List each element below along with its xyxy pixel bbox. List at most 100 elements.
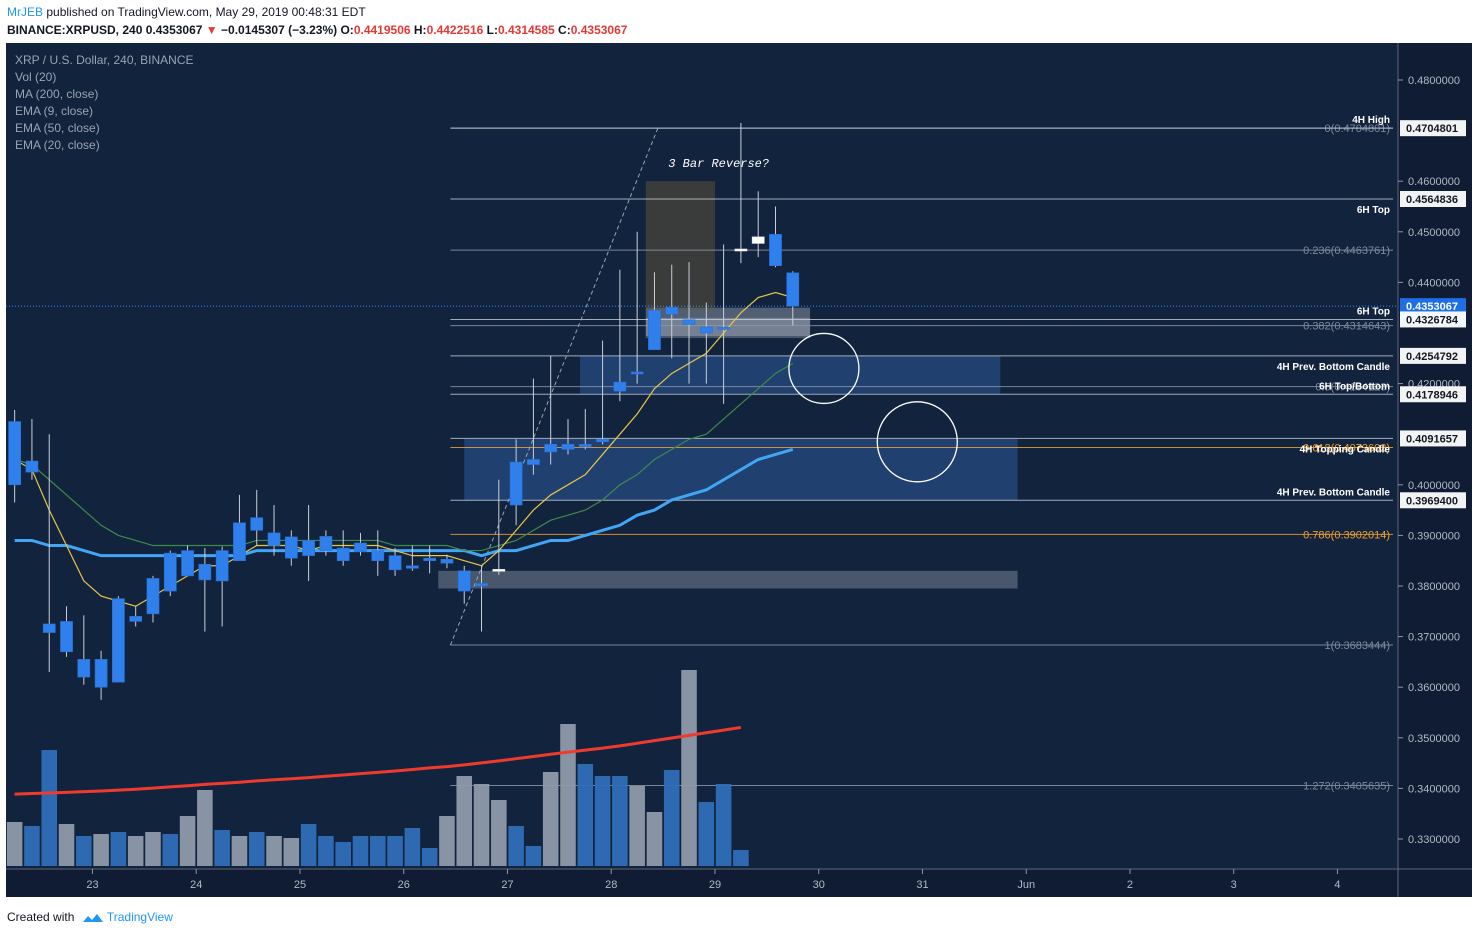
zone-light-bottom: [438, 570, 1018, 589]
price-change: −0.0145307 (−3.23%): [221, 23, 338, 37]
down-arrow-icon: ▼: [205, 23, 218, 37]
volume-bar: [663, 770, 680, 866]
candle-body: [596, 438, 609, 443]
candle-body: [527, 459, 540, 465]
publish-header: MrJEB published on TradingView.com, May …: [0, 0, 1478, 42]
x-tick-label: 27: [501, 879, 513, 891]
close-value: 0.4353067: [570, 23, 628, 37]
y-tick-label: 0.4800000: [1408, 75, 1460, 87]
price-badge-bg: [1400, 120, 1466, 137]
price-badge-bg: [1400, 347, 1466, 364]
candle-body: [60, 621, 73, 653]
zone-blue-upper: [580, 355, 1001, 394]
x-tick-label: 3: [1231, 879, 1237, 891]
volume-bar: [491, 800, 507, 866]
y-tick-label: 0.4000000: [1408, 480, 1460, 492]
published-text: published on TradingView.com, May 29, 20…: [46, 5, 366, 19]
candle-body: [198, 563, 212, 581]
candle-body: [129, 616, 143, 622]
level-label-2: 6H Top: [1357, 306, 1390, 317]
candle-body: [8, 421, 21, 486]
close-label: C:: [558, 23, 571, 37]
legend-volume: Vol (20): [15, 70, 57, 84]
volume-bar: [525, 846, 542, 866]
volume-bar: [162, 834, 179, 866]
volume-bar: [58, 824, 75, 866]
fib-label-6: 1(0.3683444): [1325, 640, 1390, 652]
price-badge-bg: [1400, 386, 1466, 403]
volume-bar: [93, 834, 109, 866]
volume-bar: [542, 772, 559, 866]
volume-bar: [421, 848, 438, 866]
created-with: Created with TradingView: [7, 910, 173, 924]
candle-body: [146, 578, 160, 615]
candle-body: [354, 542, 367, 552]
candle-body: [181, 550, 194, 577]
volume-bar: [283, 838, 300, 866]
fib-label-0: 0(0.4704801): [1325, 123, 1390, 135]
y-tick-label: 0.3400000: [1408, 783, 1460, 795]
candle-body: [648, 309, 661, 350]
candle-body: [42, 623, 56, 633]
volume-bar: [110, 832, 127, 866]
author-link[interactable]: MrJEB: [7, 5, 43, 19]
volume-bar: [145, 832, 161, 866]
volume-bar: [629, 786, 645, 866]
price-badge-label: 0.4254792: [1406, 351, 1458, 363]
volume-bar: [6, 822, 23, 866]
candle-body: [94, 659, 108, 688]
price-badge-bg: [1400, 311, 1466, 328]
volume-bar: [733, 850, 749, 866]
volume-bar: [318, 836, 334, 866]
candle-body: [578, 444, 592, 448]
volume-bar: [248, 832, 265, 866]
tradingview-brand[interactable]: TradingView: [106, 910, 173, 924]
candle-body: [25, 460, 39, 473]
candle-body: [717, 327, 730, 330]
y-tick-label: 0.3600000: [1408, 682, 1460, 694]
candle-body: [319, 536, 333, 551]
volume-bar: [197, 790, 213, 866]
y-tick-label: 0.3700000: [1408, 632, 1460, 644]
x-tick-label: 25: [294, 879, 306, 891]
candle-body: [475, 583, 488, 587]
footer: Created with TradingView: [0, 897, 1478, 934]
candle-body: [423, 557, 437, 561]
candle-body: [371, 550, 385, 561]
candle-body: [440, 558, 454, 564]
candle-body: [630, 371, 644, 375]
volume-bar: [646, 812, 663, 866]
volume-bar: [335, 842, 351, 866]
x-tick-label: 31: [916, 879, 928, 891]
candle-body: [215, 550, 229, 582]
price-badge-label: 0.4178946: [1406, 389, 1458, 401]
low-value: 0.4314585: [497, 23, 555, 37]
volume-bar: [404, 828, 421, 866]
volume-bar: [594, 776, 611, 866]
volume-bar: [300, 824, 317, 866]
price-chart[interactable]: 0(0.4704801) 0.236(0.4463761) 0.382(0.4314…: [6, 43, 1472, 897]
candle-body: [786, 272, 800, 307]
volume-bar: [266, 836, 282, 866]
fib-label-4: 0.618(0.4073602): [1303, 443, 1390, 455]
candle-body: [509, 461, 523, 506]
volume-bar: [387, 836, 403, 866]
price-badge-label: 0.4564836: [1406, 194, 1458, 206]
candle-body: [112, 598, 125, 683]
candle-body: [406, 565, 419, 569]
volume-bar: [127, 836, 144, 866]
ema9-line: [14, 291, 793, 607]
legend-ema20: EMA (20, close): [15, 138, 100, 152]
level-label-4: 6H Top/Bottom: [1319, 381, 1390, 392]
volume-bar: [577, 764, 594, 866]
volume-bar: [473, 784, 490, 866]
chart-area[interactable]: 0(0.4704801) 0.236(0.4463761) 0.382(0.4314…: [6, 43, 1472, 897]
candle-body: [233, 522, 246, 562]
candle-body: [163, 552, 177, 592]
ema20-line: [14, 362, 794, 552]
volume-bar: [681, 670, 697, 866]
low-label: L:: [486, 23, 498, 37]
volume-bar: [179, 816, 196, 866]
candle-body: [665, 306, 679, 315]
volume-bar: [76, 836, 92, 866]
